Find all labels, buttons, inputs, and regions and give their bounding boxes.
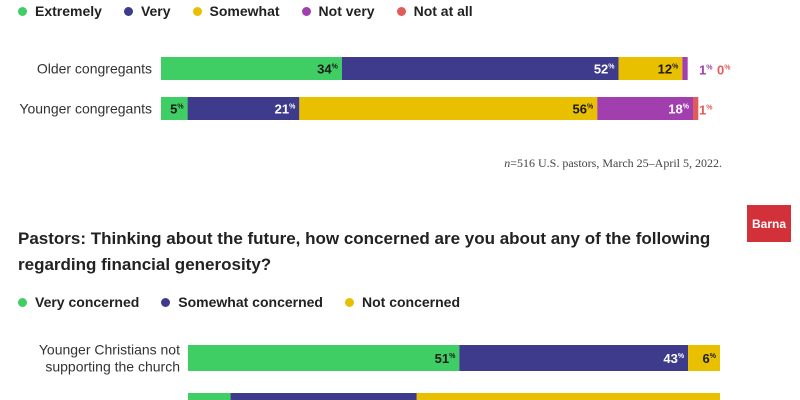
data-label: 12% xyxy=(658,62,679,77)
legend-label: Very concerned xyxy=(35,294,140,310)
legend-dot-icon xyxy=(344,297,354,307)
legend-dot-icon xyxy=(18,297,27,307)
legend-dot-icon xyxy=(192,6,202,16)
bar-segment xyxy=(188,393,231,400)
legend-label: Not very xyxy=(318,3,375,19)
bar-segment xyxy=(188,345,460,371)
legend-item-not-concerned: Not concerned xyxy=(344,294,460,310)
data-label: 0% xyxy=(717,63,731,78)
legend-item-not-very: Not very xyxy=(301,3,375,19)
legend-dot-icon xyxy=(161,297,171,307)
legend-item-somewhat: Somewhat xyxy=(192,3,280,19)
legend-item-very: Very xyxy=(123,3,171,19)
data-label: 6% xyxy=(703,351,717,366)
legend-dot-icon xyxy=(301,6,311,16)
data-label: 21% xyxy=(275,102,296,117)
data-label: 52% xyxy=(594,62,615,77)
legend-item-extremely: Extremely xyxy=(18,3,102,19)
data-label: 1% xyxy=(699,63,713,78)
legend-label: Extremely xyxy=(35,3,102,19)
legend-bottom: Very concerned Somewhat concerned Not co… xyxy=(18,294,482,310)
bar-segment xyxy=(597,97,693,120)
data-label: 1% xyxy=(699,103,713,118)
category-label: supporting the church xyxy=(45,359,180,375)
data-label: 51% xyxy=(435,351,456,366)
legend-dot-icon xyxy=(396,6,406,16)
bar-segment xyxy=(161,57,342,80)
chart-title: Pastors: Thinking about the future, how … xyxy=(18,229,711,274)
legend-label: Not at all xyxy=(413,3,473,19)
barna-logo: Barna xyxy=(747,205,791,242)
legend-label: Not concerned xyxy=(361,294,460,310)
note-n: n xyxy=(504,156,511,170)
bar-segment xyxy=(459,345,689,371)
legend-dot-icon xyxy=(18,6,27,16)
legend-item-very-concerned: Very concerned xyxy=(18,294,139,310)
bar-segment xyxy=(341,57,619,80)
category-label: Older congregants xyxy=(37,61,152,77)
legend-label: Very xyxy=(140,3,171,19)
bar-segment xyxy=(161,97,188,120)
category-label: Older Christians not xyxy=(56,398,180,400)
data-label: 43% xyxy=(663,351,684,366)
data-label: 56% xyxy=(573,102,594,117)
sample-note: n=516 U.S. pastors, March 25–April 5, 20… xyxy=(420,156,722,171)
legend-item-somewhat-concerned: Somewhat concerned xyxy=(161,294,323,310)
data-label: 34% xyxy=(317,62,338,77)
bar-segment xyxy=(618,57,683,80)
note-text: =516 U.S. pastors, March 25–April 5, 202… xyxy=(510,156,722,170)
legend-item-not-at-all: Not at all xyxy=(396,3,473,19)
category-label: Younger congregants xyxy=(19,101,152,117)
bar-segment xyxy=(187,97,300,120)
bar-segment xyxy=(299,97,598,120)
category-label: Younger Christians not xyxy=(39,342,180,358)
legend-label: Somewhat xyxy=(209,3,280,19)
bar-segment xyxy=(682,57,688,80)
bar-segment xyxy=(230,393,417,400)
bar-segment xyxy=(416,393,720,400)
legend-dot-icon xyxy=(123,6,133,16)
legend-top: Extremely Very Somewhat Not very Not at … xyxy=(18,3,495,19)
bar-segment xyxy=(688,345,720,371)
legend-label: Somewhat concerned xyxy=(178,294,323,310)
data-label: 5% xyxy=(170,102,184,117)
data-label: 18% xyxy=(668,102,689,117)
bar-segment xyxy=(693,97,699,120)
